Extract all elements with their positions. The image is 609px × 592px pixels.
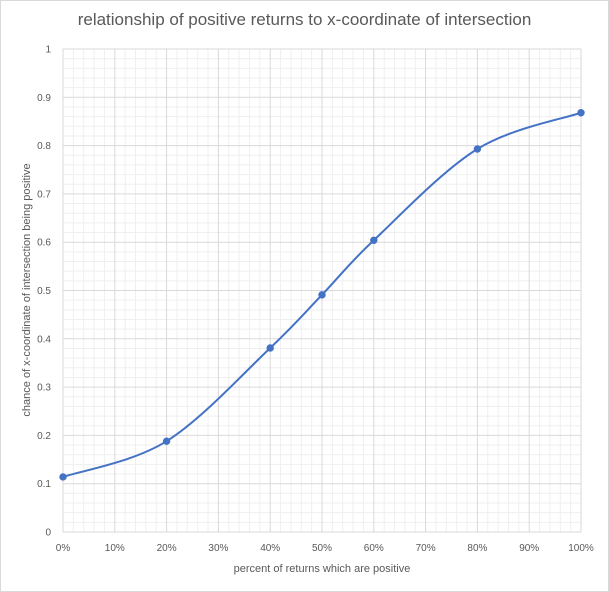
data-point	[59, 473, 67, 481]
major-gridlines	[62, 48, 582, 533]
x-tick-label: 50%	[312, 543, 332, 554]
y-tick-label: 0.7	[37, 189, 51, 200]
x-tick-label: 90%	[519, 543, 539, 554]
x-tick-label: 70%	[416, 543, 436, 554]
x-tick-label: 80%	[467, 543, 487, 554]
data-point	[370, 236, 378, 244]
x-tick-label: 10%	[105, 543, 125, 554]
x-tick-label: 40%	[260, 543, 280, 554]
y-tick-label: 0.5	[37, 286, 51, 297]
y-tick-label: 0.6	[37, 238, 51, 249]
y-tick-labels: 0 0.1 0.2 0.3 0.4 0.5 0.6 0.7 0.8 0.9 1	[37, 45, 51, 539]
data-point	[318, 291, 326, 299]
x-tick-label: 0%	[56, 543, 71, 554]
y-tick-label: 0.4	[37, 334, 51, 345]
x-tick-label: 20%	[157, 543, 177, 554]
x-tick-labels: 0% 10% 20% 30% 40% 50% 60% 70% 80% 90% 100%	[56, 543, 594, 554]
chart-title: relationship of positive returns to x-co…	[77, 10, 532, 29]
y-tick-label: 0.1	[37, 479, 51, 490]
y-tick-label: 0.2	[37, 431, 51, 442]
data-point	[577, 109, 585, 117]
data-point	[266, 344, 274, 352]
y-tick-label: 0.9	[37, 93, 51, 104]
x-tick-label: 30%	[208, 543, 228, 554]
y-tick-label: 0.8	[37, 141, 51, 152]
y-tick-label: 0.3	[37, 383, 51, 394]
series-points	[59, 109, 585, 481]
x-tick-label: 60%	[364, 543, 384, 554]
data-point	[473, 145, 482, 153]
x-axis-title: percent of returns which are positive	[234, 563, 411, 575]
y-tick-label: 0	[45, 528, 51, 539]
x-tick-label: 100%	[568, 543, 594, 554]
y-axis-title: chance of x-coordinate of intersection b…	[21, 163, 33, 416]
y-tick-label: 1	[45, 45, 51, 56]
data-point	[162, 437, 171, 445]
